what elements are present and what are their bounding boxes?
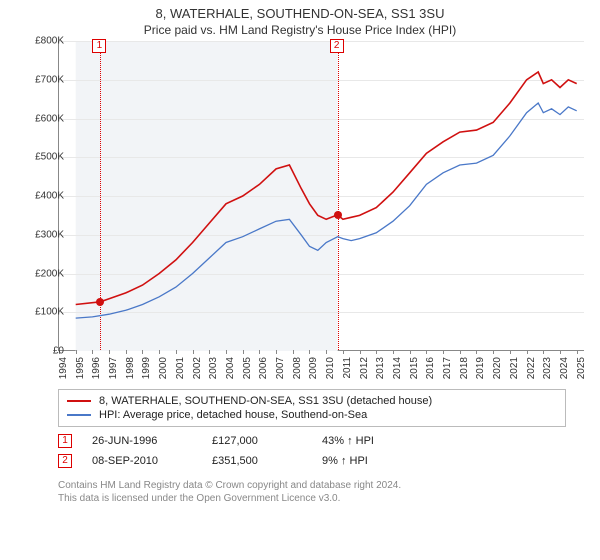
y-axis-label: £700K bbox=[35, 74, 64, 85]
event-number: 2 bbox=[58, 454, 72, 468]
events-table: 1 26-JUN-1996 £127,000 43% ↑ HPI 2 08-SE… bbox=[58, 431, 566, 471]
y-axis-label: £300K bbox=[35, 229, 64, 240]
y-axis-label: £500K bbox=[35, 152, 64, 163]
chart-title: 8, WATERHALE, SOUTHEND-ON-SEA, SS1 3SU bbox=[0, 0, 600, 21]
event-date: 26-JUN-1996 bbox=[92, 435, 192, 447]
event-delta: 43% ↑ HPI bbox=[322, 435, 374, 447]
y-axis-label: £100K bbox=[35, 307, 64, 318]
event-marker-label: 1 bbox=[92, 39, 106, 53]
legend-item: HPI: Average price, detached house, Sout… bbox=[67, 408, 557, 422]
event-date: 08-SEP-2010 bbox=[92, 455, 192, 467]
event-delta: 9% ↑ HPI bbox=[322, 455, 368, 467]
y-axis-label: £0 bbox=[53, 346, 64, 357]
legend-label: 8, WATERHALE, SOUTHEND-ON-SEA, SS1 3SU (… bbox=[99, 395, 432, 407]
footer-line: Contains HM Land Registry data © Crown c… bbox=[58, 479, 566, 492]
legend-label: HPI: Average price, detached house, Sout… bbox=[99, 409, 367, 421]
line-series bbox=[59, 41, 584, 350]
legend-item: 8, WATERHALE, SOUTHEND-ON-SEA, SS1 3SU (… bbox=[67, 394, 557, 408]
y-axis-label: £800K bbox=[35, 36, 64, 47]
event-row: 1 26-JUN-1996 £127,000 43% ↑ HPI bbox=[58, 431, 566, 451]
plot-area bbox=[58, 41, 584, 351]
chart-area: £0£100K£200K£300K£400K£500K£600K£700K£80… bbox=[34, 41, 594, 381]
footer-line: This data is licensed under the Open Gov… bbox=[58, 492, 566, 505]
event-row: 2 08-SEP-2010 £351,500 9% ↑ HPI bbox=[58, 451, 566, 471]
y-axis-label: £400K bbox=[35, 191, 64, 202]
event-price: £351,500 bbox=[212, 455, 302, 467]
legend: 8, WATERHALE, SOUTHEND-ON-SEA, SS1 3SU (… bbox=[58, 389, 566, 427]
chart-subtitle: Price paid vs. HM Land Registry's House … bbox=[0, 21, 600, 41]
event-marker-dot bbox=[96, 298, 104, 306]
event-marker-label: 2 bbox=[330, 39, 344, 53]
y-axis-label: £600K bbox=[35, 113, 64, 124]
event-marker-dot bbox=[334, 211, 342, 219]
event-number: 1 bbox=[58, 434, 72, 448]
y-axis-label: £200K bbox=[35, 268, 64, 279]
footer-attribution: Contains HM Land Registry data © Crown c… bbox=[58, 479, 566, 505]
event-price: £127,000 bbox=[212, 435, 302, 447]
x-axis-label: 2025 bbox=[576, 357, 600, 379]
